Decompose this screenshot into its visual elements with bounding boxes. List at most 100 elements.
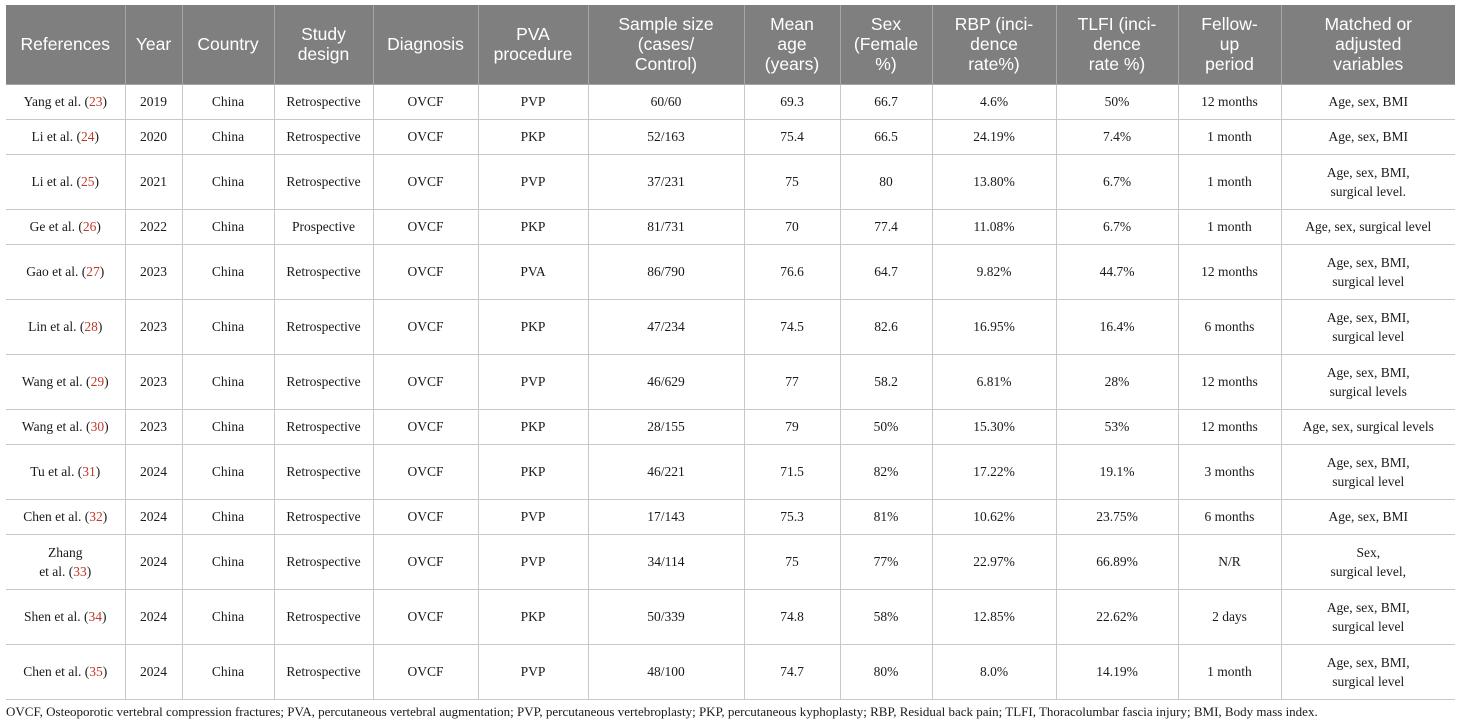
cell-followup: 1 month [1178, 119, 1282, 155]
reference-author: Chen et al. ( [23, 664, 90, 679]
column-header-line: (years) [764, 54, 820, 75]
column-header-line: (cases/ [637, 34, 695, 55]
cell-design: Retrospective [274, 444, 374, 500]
reference-number-link[interactable]: 33 [73, 563, 87, 579]
cell-tlfi: 6.7% [1056, 154, 1179, 210]
cell-diagnosis: OVCF [373, 244, 479, 300]
column-header-line: period [1205, 54, 1254, 75]
reference-number-link[interactable]: 25 [80, 174, 95, 189]
reference-author: Tu et al. ( [30, 464, 83, 479]
cell-tlfi: 14.19% [1056, 644, 1179, 700]
cell-country: China [182, 154, 275, 210]
reference-author: Ge et al. ( [29, 219, 83, 234]
variables-line: Age, sex, BMI [1328, 94, 1409, 109]
cell-procedure: PKP [478, 209, 589, 245]
cell-age: 75 [744, 534, 841, 590]
cell-design: Retrospective [274, 644, 374, 700]
column-header-sex: Sex (Female%) [840, 5, 933, 85]
reference-number-link[interactable]: 24 [80, 129, 95, 144]
reference-author: Yang et al. ( [23, 94, 89, 109]
cell-diagnosis: OVCF [373, 354, 479, 410]
cell-rbp: 10.62% [932, 499, 1057, 535]
reference-author: Shen et al. ( [24, 609, 89, 624]
cell-sex: 58% [840, 589, 933, 645]
cell-diagnosis: OVCF [373, 644, 479, 700]
cell-tlfi: 66.89% [1056, 534, 1179, 590]
cell-sample: 46/629 [588, 354, 745, 410]
cell-country: China [182, 499, 275, 535]
cell-sample: 86/790 [588, 244, 745, 300]
reference-number-link[interactable]: 27 [86, 264, 100, 279]
cell-procedure: PKP [478, 589, 589, 645]
variables-line: surgical level [1332, 618, 1405, 634]
cell-followup: 12 months [1178, 354, 1282, 410]
reference-author: Lin et al. ( [28, 319, 85, 334]
cell-sex: 77.4 [840, 209, 933, 245]
cell-procedure: PVP [478, 154, 589, 210]
reference-number-link[interactable]: 23 [88, 94, 103, 109]
cell-reference: Li et al. (25) [6, 154, 126, 210]
table-row: Shen et al. (34) 2024 China Retrospective OV… [6, 589, 1455, 645]
cell-sample: 28/155 [588, 409, 745, 445]
column-header-line: (Female [853, 34, 919, 55]
variables-line: Age, sex, BMI, [1326, 164, 1410, 180]
cell-followup: 1 month [1178, 644, 1282, 700]
column-header-references: References [6, 5, 126, 85]
cell-tlfi: 22.62% [1056, 589, 1179, 645]
reference-number-link[interactable]: 29 [90, 374, 105, 389]
column-header-line: variables [1333, 54, 1404, 75]
cell-procedure: PKP [478, 299, 589, 355]
reference-close-paren: ) [99, 264, 105, 279]
cell-age: 79 [744, 409, 841, 445]
column-header-line: dence [970, 34, 1018, 55]
reference-close-paren: ) [104, 419, 109, 434]
cell-procedure: PVP [478, 644, 589, 700]
cell-reference: Zhang et al. (33) [6, 534, 126, 590]
cell-followup: 1 month [1178, 154, 1282, 210]
reference-close-paren: ) [97, 319, 103, 334]
cell-tlfi: 28% [1056, 354, 1179, 410]
cell-followup: 12 months [1178, 244, 1282, 300]
reference-number-link[interactable]: 26 [82, 219, 97, 234]
reference-line: Shen et al. (34) [9, 607, 122, 626]
cell-age: 74.5 [744, 299, 841, 355]
column-header-follow-up-period: Fellow-up period [1178, 5, 1282, 85]
cell-sex: 80 [840, 154, 933, 210]
reference-line: Li et al. (25) [9, 172, 122, 191]
reference-number-link[interactable]: 35 [89, 664, 103, 679]
cell-followup: 2 days [1178, 589, 1282, 645]
table-row: Tu et al. (31) 2024 China Retrospective OVCF… [6, 444, 1455, 500]
cell-rbp: 22.97% [932, 534, 1057, 590]
reference-number-link[interactable]: 34 [88, 609, 102, 624]
cell-year: 2021 [125, 154, 183, 210]
reference-number-link[interactable]: 28 [84, 319, 98, 334]
cell-sample: 46/221 [588, 444, 745, 500]
reference-number-link[interactable]: 30 [90, 419, 105, 434]
cell-variables: Age, sex, BMI, surgical levels [1281, 354, 1455, 410]
cell-design: Retrospective [274, 119, 374, 155]
reference-number-link[interactable]: 31 [82, 464, 96, 479]
table-row: Ge et al. (26) 2022 China Prospective OVCF PK… [6, 209, 1455, 245]
cell-year: 2022 [125, 209, 183, 245]
table-body: Yang et al. (23) 2019 China Retrospective OV… [6, 84, 1455, 700]
cell-reference: Lin et al. (28) [6, 299, 126, 355]
cell-age: 76.6 [744, 244, 841, 300]
column-header-line: RBP (inci- [954, 14, 1034, 35]
cell-age: 75.3 [744, 499, 841, 535]
cell-age: 75.4 [744, 119, 841, 155]
column-header-line: Study [301, 24, 346, 45]
cell-followup: 12 months [1178, 84, 1282, 120]
column-header-line: Sex [870, 14, 902, 35]
cell-design: Retrospective [274, 534, 374, 590]
cell-country: China [182, 409, 275, 445]
table-row: Gao et al. (27) 2023 China Retrospective OVC… [6, 244, 1455, 300]
variables-line: surgical level, [1330, 563, 1406, 579]
reference-close-paren: ) [102, 509, 108, 524]
cell-design: Retrospective [274, 299, 374, 355]
variables-line: Age, sex, BMI, [1326, 364, 1410, 380]
reference-number-link[interactable]: 32 [89, 509, 103, 524]
cell-reference: Shen et al. (34) [6, 589, 126, 645]
cell-followup: 3 months [1178, 444, 1282, 500]
variables-line: surgical level. [1330, 183, 1406, 199]
cell-diagnosis: OVCF [373, 84, 479, 120]
